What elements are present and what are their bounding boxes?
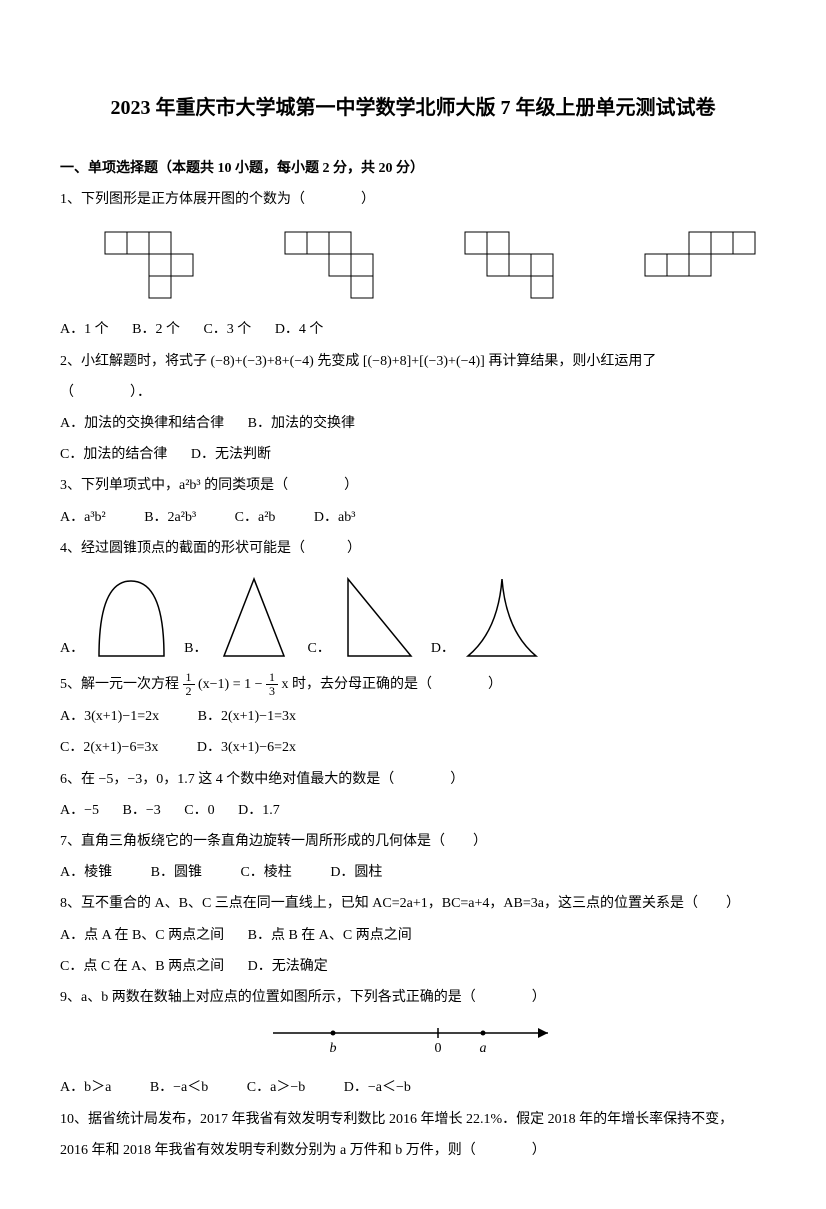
net-2 bbox=[280, 227, 405, 302]
shape-dome bbox=[89, 571, 174, 661]
q3-options: A．a³b² B．2a²b³ C．a²b D．ab³ bbox=[60, 505, 766, 530]
q3-optC: C．a²b bbox=[235, 510, 276, 525]
section-header: 一、单项选择题（本题共 10 小题，每小题 2 分，共 20 分） bbox=[60, 156, 766, 181]
q1-text: 1、下列图形是正方体展开图的个数为（ ） bbox=[60, 187, 766, 212]
q5-options-1: A．3(x+1)−1=2x B．2(x+1)−1=3x bbox=[60, 704, 766, 729]
q9-optD: D．−a＜−b bbox=[344, 1080, 411, 1095]
q7-options: A．棱锥 B．圆锥 C．棱柱 D．圆柱 bbox=[60, 860, 766, 885]
net-1 bbox=[100, 227, 225, 302]
net-3 bbox=[460, 227, 585, 302]
q10-line1: 10、据省统计局发布，2017 年我省有效发明专利数比 2016 年增长 22.… bbox=[60, 1107, 766, 1132]
q8-options-1: A．点 A 在 B、C 两点之间 B．点 B 在 A、C 两点之间 bbox=[60, 923, 766, 948]
q2-optB: B．加法的交换律 bbox=[248, 416, 355, 431]
q5-optC: C．2(x+1)−6=3x bbox=[60, 740, 158, 755]
q8-options-2: C．点 C 在 A、B 两点之间 D．无法确定 bbox=[60, 954, 766, 979]
q8-optB: B．点 B 在 A、C 两点之间 bbox=[248, 928, 412, 943]
label-0: 0 bbox=[435, 1041, 442, 1056]
q9-optC: C．a＞−b bbox=[247, 1080, 305, 1095]
q9-options: A．b＞a B．−a＜b C．a＞−b D．−a＜−b bbox=[60, 1075, 766, 1100]
q9-text: 9、a、b 两数在数轴上对应点的位置如图所示，下列各式正确的是（ ） bbox=[60, 985, 766, 1010]
q4-optD: D． bbox=[431, 636, 455, 661]
q3-text: 3、下列单项式中，a²b³ 的同类项是（ ） bbox=[60, 473, 766, 498]
q4-optB: B． bbox=[184, 636, 207, 661]
shape-curved-triangle bbox=[460, 571, 545, 661]
q5-text: 5、解一元一次方程 12 (x−1) = 1 − 13 x 时，去分母正确的是（… bbox=[60, 671, 766, 698]
q6-optD: D．1.7 bbox=[238, 803, 280, 818]
q4-optC: C． bbox=[307, 636, 330, 661]
q10-line2: 2016 年和 2018 年我省有效发明专利数分别为 a 万件和 b 万件，则（… bbox=[60, 1138, 766, 1163]
shape-triangle bbox=[212, 571, 297, 661]
q6-options: A．−5 B．−3 C．0 D．1.7 bbox=[60, 798, 766, 823]
q6-text: 6、在 −5，−3，0，1.7 这 4 个数中绝对值最大的数是（ ） bbox=[60, 767, 766, 792]
q8-text: 8、互不重合的 A、B、C 三点在同一直线上，已知 AC=2a+1，BC=a+4… bbox=[60, 891, 766, 916]
q2-text: 2、小红解题时，将式子 (−8)+(−3)+8+(−4) 先变成 [(−8)+8… bbox=[60, 349, 766, 374]
q7-optA: A．棱锥 bbox=[60, 865, 112, 880]
q2-optC: C．加法的结合律 bbox=[60, 447, 167, 462]
q9-optA: A．b＞a bbox=[60, 1080, 111, 1095]
q1-optD: D．4 个 bbox=[275, 322, 324, 337]
q5-optB: B．2(x+1)−1=3x bbox=[198, 709, 296, 724]
q4-text: 4、经过圆锥顶点的截面的形状可能是（ ） bbox=[60, 536, 766, 561]
q6-optB: B．−3 bbox=[123, 803, 161, 818]
label-a: a bbox=[480, 1041, 487, 1056]
q4-optA: A． bbox=[60, 636, 84, 661]
q7-optB: B．圆锥 bbox=[151, 865, 202, 880]
q6-optC: C．0 bbox=[184, 803, 214, 818]
q1-nets bbox=[100, 227, 766, 302]
page-title: 2023 年重庆市大学城第一中学数学北师大版 7 年级上册单元测试试卷 bbox=[60, 90, 766, 126]
q3-optB: B．2a²b³ bbox=[144, 510, 196, 525]
q4-shapes: A． B． C． D． bbox=[60, 571, 766, 661]
q3-optD: D．ab³ bbox=[314, 510, 356, 525]
q1-optB: B．2 个 bbox=[132, 322, 180, 337]
q6-optA: A．−5 bbox=[60, 803, 99, 818]
label-b: b bbox=[330, 1041, 337, 1056]
q8-optD: D．无法确定 bbox=[248, 959, 328, 974]
q5-options-2: C．2(x+1)−6=3x D．3(x+1)−6=2x bbox=[60, 735, 766, 760]
frac-2: 13 bbox=[266, 671, 278, 698]
q2-optA: A．加法的交换律和结合律 bbox=[60, 416, 224, 431]
q1-options: A．1 个 B．2 个 C．3 个 D．4 个 bbox=[60, 317, 766, 342]
q9-optB: B．−a＜b bbox=[150, 1080, 208, 1095]
q1-optA: A．1 个 bbox=[60, 322, 109, 337]
frac-1: 12 bbox=[183, 671, 195, 698]
q7-optD: D．圆柱 bbox=[330, 865, 382, 880]
q2-options: A．加法的交换律和结合律 B．加法的交换律 bbox=[60, 411, 766, 436]
q5-optD: D．3(x+1)−6=2x bbox=[197, 740, 296, 755]
q5-optA: A．3(x+1)−1=2x bbox=[60, 709, 159, 724]
q8-optC: C．点 C 在 A、B 两点之间 bbox=[60, 959, 224, 974]
q2-blank: （ ）． bbox=[60, 380, 766, 405]
q3-optA: A．a³b² bbox=[60, 510, 106, 525]
q2-options-2: C．加法的结合律 D．无法判断 bbox=[60, 442, 766, 467]
q2-optD: D．无法判断 bbox=[191, 447, 271, 462]
shape-right-triangle bbox=[336, 571, 421, 661]
net-4 bbox=[640, 227, 765, 302]
q8-optA: A．点 A 在 B、C 两点之间 bbox=[60, 928, 224, 943]
numberline: b 0 a bbox=[263, 1018, 563, 1058]
q7-optC: C．棱柱 bbox=[240, 865, 291, 880]
q7-text: 7、直角三角板绕它的一条直角边旋转一周所形成的几何体是（ ） bbox=[60, 829, 766, 854]
q1-optC: C．3 个 bbox=[203, 322, 251, 337]
